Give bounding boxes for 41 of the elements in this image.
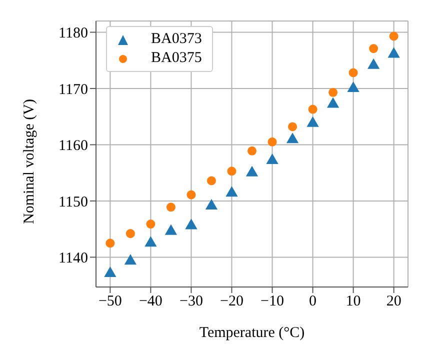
point xyxy=(348,68,358,78)
point xyxy=(286,132,299,144)
point xyxy=(246,166,258,176)
x-tick-label: −30 xyxy=(179,294,203,310)
point xyxy=(164,224,178,235)
point xyxy=(266,153,278,164)
y-tick-label: 1150 xyxy=(58,194,88,210)
legend-label: BA0375 xyxy=(151,50,202,67)
point xyxy=(369,44,378,54)
x-tick-label: −10 xyxy=(260,294,284,310)
point xyxy=(186,190,196,200)
y-tick-label: 1170 xyxy=(58,82,88,98)
point xyxy=(185,218,198,230)
point xyxy=(247,146,257,156)
point xyxy=(326,97,340,108)
y-tick-label: 1160 xyxy=(58,138,88,154)
point xyxy=(206,176,216,186)
x-tick-label: 10 xyxy=(346,294,361,310)
point xyxy=(328,88,338,97)
x-tick-label: −20 xyxy=(220,294,244,310)
point xyxy=(124,254,137,265)
x-tick-label: −40 xyxy=(138,294,162,310)
point xyxy=(227,166,236,176)
y-axis-title: Nominal voltage (V) xyxy=(21,99,38,224)
point xyxy=(268,137,277,146)
x-axis-title: Temperature (°C) xyxy=(199,325,305,341)
point xyxy=(306,116,319,127)
point xyxy=(104,266,116,278)
point xyxy=(389,32,398,41)
point xyxy=(205,199,218,210)
point xyxy=(288,122,298,132)
y-tick-label: 1140 xyxy=(58,250,88,267)
point xyxy=(166,202,176,212)
point xyxy=(308,104,318,114)
legend-label: BA0373 xyxy=(151,31,202,48)
point xyxy=(226,186,238,197)
point xyxy=(144,236,157,247)
x-tick-label: 0 xyxy=(309,294,317,310)
x-tick-label: −50 xyxy=(98,294,122,310)
x-tick-label: 20 xyxy=(386,294,402,310)
y-tick-label: 1180 xyxy=(58,26,88,42)
